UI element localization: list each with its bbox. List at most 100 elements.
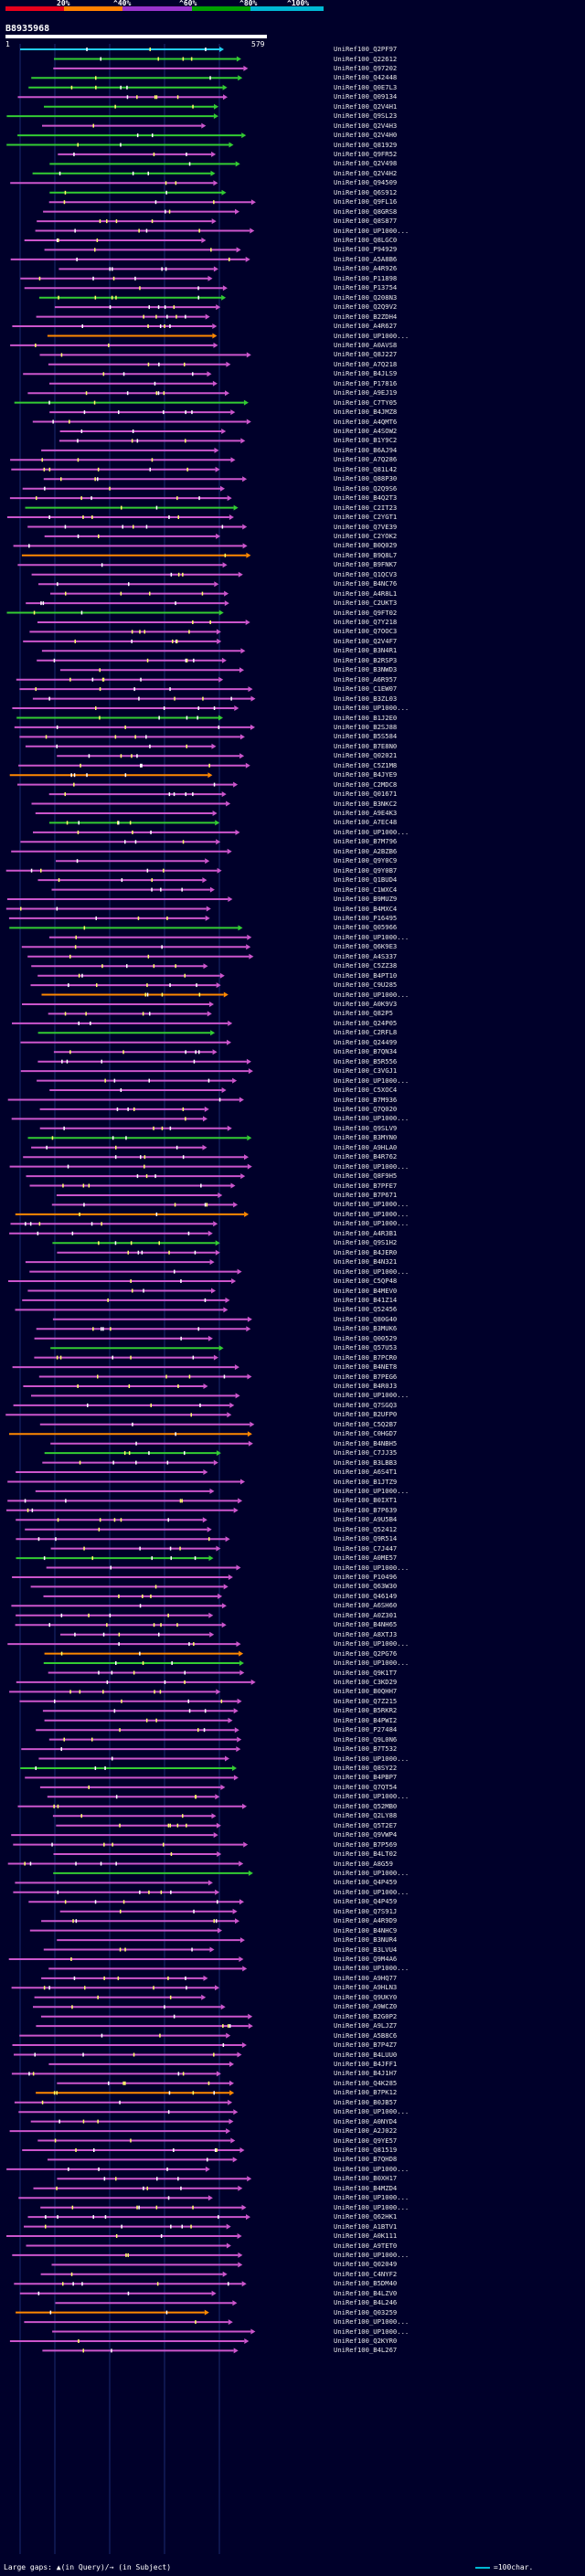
hit-id-link[interactable]: UniRef100_B4Q2T3 — [334, 493, 398, 503]
hit-id-link[interactable]: UniRef100_C9U285 — [334, 981, 398, 990]
hit-id-link[interactable]: UniRef100_Q81L42 — [334, 464, 398, 473]
hit-id-link[interactable]: UniRef100_Q9UKY0 — [334, 1992, 398, 2001]
hit-id-link[interactable]: UniRef100_B7T532 — [334, 1744, 398, 1754]
hit-id-link[interactable]: UniRef100_A5B8C6 — [334, 2030, 398, 2040]
hit-id-link[interactable]: UniRef100_Q9S1H2 — [334, 1238, 398, 1247]
hit-id-link[interactable]: UniRef100_B4JER0 — [334, 1247, 398, 1256]
hit-id-link[interactable]: UniRef100_Q2Q9S6 — [334, 483, 398, 493]
hit-id-link[interactable]: UniRef100_UP1000... — [334, 1219, 410, 1228]
hit-id-link[interactable]: UniRef100_B4N321 — [334, 1257, 398, 1267]
hit-id-link[interactable]: UniRef100_B7P639 — [334, 1505, 398, 1514]
hit-id-link[interactable]: UniRef100_B4MXC4 — [334, 904, 398, 913]
hit-id-link[interactable]: UniRef100_UP1000... — [334, 1200, 410, 1209]
hit-id-link[interactable]: UniRef100_A9HQ77 — [334, 1973, 398, 1982]
hit-id-link[interactable]: UniRef100_UP1000... — [334, 1964, 410, 1973]
hit-id-link[interactable]: UniRef100_B0XH17 — [334, 2174, 398, 2183]
hit-id-link[interactable]: UniRef100_B4J1H7 — [334, 2069, 398, 2078]
hit-id-link[interactable]: UniRef100_B1Y9C2 — [334, 436, 398, 445]
hit-id-link[interactable]: UniRef100_UP1000... — [334, 1563, 410, 1572]
hit-id-link[interactable]: UniRef100_B41Z14 — [334, 1295, 398, 1304]
hit-id-link[interactable]: UniRef100_UP1000... — [334, 1076, 410, 1085]
hit-id-link[interactable]: UniRef100_C1WXC4 — [334, 885, 398, 894]
hit-id-link[interactable]: UniRef100_B2ZDH4 — [334, 312, 398, 321]
hit-id-link[interactable]: UniRef100_Q57U53 — [334, 1343, 398, 1352]
hit-id-link[interactable]: UniRef100_Q7QT54 — [334, 1782, 398, 1791]
hit-id-link[interactable]: UniRef100_UP1000... — [334, 1114, 410, 1123]
hit-id-link[interactable]: UniRef100_P11898 — [334, 273, 398, 282]
hit-id-link[interactable]: UniRef100_B3N4R1 — [334, 646, 398, 655]
hit-id-link[interactable]: UniRef100_A0NYD4 — [334, 2116, 398, 2125]
hit-id-link[interactable]: UniRef100_B4LUU0 — [334, 2050, 398, 2059]
hit-id-link[interactable]: UniRef100_A0Z301 — [334, 1610, 398, 1619]
hit-id-link[interactable]: UniRef100_A4S337 — [334, 951, 398, 960]
hit-id-link[interactable]: UniRef100_A0ME57 — [334, 1553, 398, 1563]
hit-id-link[interactable]: UniRef100_B0Q029 — [334, 541, 398, 550]
hit-id-link[interactable]: UniRef100_C5QP48 — [334, 1277, 398, 1285]
hit-id-link[interactable]: UniRef100_Q02021 — [334, 751, 398, 760]
hit-id-link[interactable]: UniRef100_Q9Y0C9 — [334, 856, 398, 865]
hit-id-link[interactable]: UniRef100_Q24P05 — [334, 1018, 398, 1027]
hit-id-link[interactable]: UniRef100_A4R8L1 — [334, 588, 398, 598]
hit-id-link[interactable]: UniRef100_A1BTV1 — [334, 2221, 398, 2231]
hit-id-link[interactable]: UniRef100_Q2Q9V2 — [334, 302, 398, 312]
hit-id-link[interactable]: UniRef100_Q9SL23 — [334, 111, 398, 121]
hit-id-link[interactable]: UniRef100_C3KD29 — [334, 1677, 398, 1686]
hit-id-link[interactable]: UniRef100_B7PCR0 — [334, 1352, 398, 1362]
hit-id-link[interactable]: UniRef100_B5S584 — [334, 732, 398, 741]
hit-id-link[interactable]: UniRef100_B3ZL03 — [334, 694, 398, 703]
hit-id-link[interactable]: UniRef100_UP1000... — [334, 2164, 410, 2173]
hit-id-link[interactable]: UniRef100_Q2V498 — [334, 159, 398, 168]
hit-id-link[interactable]: UniRef100_Q9M4A6 — [334, 1955, 398, 1963]
hit-id-link[interactable]: UniRef100_A8XTJ3 — [334, 1629, 398, 1638]
hit-id-link[interactable]: UniRef100_B7P671 — [334, 1191, 398, 1199]
hit-id-link[interactable]: UniRef100_P27484 — [334, 1725, 398, 1734]
hit-id-link[interactable]: UniRef100_Q2LY88 — [334, 1811, 398, 1820]
hit-id-link[interactable]: UniRef100_A0AVS8 — [334, 340, 398, 349]
hit-id-link[interactable]: UniRef100_UP1000... — [334, 2107, 410, 2116]
hit-id-link[interactable]: UniRef100_Q208N3 — [334, 292, 398, 302]
hit-id-link[interactable]: UniRef100_B0JB57 — [334, 2097, 398, 2106]
hit-id-link[interactable]: UniRef100_Q4P459 — [334, 1878, 398, 1887]
hit-id-link[interactable]: UniRef100_B4NBH5 — [334, 1438, 398, 1447]
hit-id-link[interactable]: UniRef100_Q62HK1 — [334, 2212, 398, 2221]
hit-id-link[interactable]: UniRef100_A4SOW2 — [334, 427, 398, 435]
hit-id-link[interactable]: UniRef100_P13754 — [334, 283, 398, 292]
hit-id-link[interactable]: UniRef100_Q9YE57 — [334, 2136, 398, 2145]
hit-id-link[interactable]: UniRef100_B0QHH7 — [334, 1687, 398, 1696]
hit-id-link[interactable]: UniRef100_B4LZV0 — [334, 2288, 398, 2297]
hit-id-link[interactable]: UniRef100_Q8S877 — [334, 217, 398, 226]
hit-id-link[interactable]: UniRef100_Q94509 — [334, 178, 398, 187]
hit-id-link[interactable]: UniRef100_Q9FL16 — [334, 197, 398, 207]
hit-id-link[interactable]: UniRef100_C1EW07 — [334, 684, 398, 694]
hit-id-link[interactable]: UniRef100_A4R3B1 — [334, 1228, 398, 1237]
hit-id-link[interactable]: UniRef100_Q01671 — [334, 790, 398, 799]
hit-id-link[interactable]: UniRef100_Q0E7L3 — [334, 82, 398, 91]
hit-id-link[interactable]: UniRef100_B4JYE9 — [334, 770, 398, 779]
hit-id-link[interactable]: UniRef100_A4R9D9 — [334, 1916, 398, 1925]
hit-id-link[interactable]: UniRef100_Q80G40 — [334, 1314, 398, 1323]
hit-id-link[interactable]: UniRef100_B3LBB3 — [334, 1458, 398, 1467]
hit-id-link[interactable]: UniRef100_B4MZD4 — [334, 2183, 398, 2192]
hit-id-link[interactable]: UniRef100_C2YGT1 — [334, 513, 398, 521]
hit-id-link[interactable]: UniRef100_UP1000... — [334, 932, 410, 941]
hit-id-link[interactable]: UniRef100_B2RSP3 — [334, 655, 398, 664]
hit-id-link[interactable]: UniRef100_Q8GRS8 — [334, 207, 398, 216]
hit-id-link[interactable]: UniRef100_UP1000... — [334, 1792, 410, 1801]
hit-id-link[interactable]: UniRef100_Q8J227 — [334, 350, 398, 359]
hit-id-link[interactable]: UniRef100_A0K9V3 — [334, 1000, 398, 1008]
hit-id-link[interactable]: UniRef100_UP1000... — [334, 2317, 410, 2327]
hit-id-link[interactable]: UniRef100_Q2PF97 — [334, 45, 398, 53]
hit-id-link[interactable]: UniRef100_A7EC48 — [334, 818, 398, 827]
hit-id-link[interactable]: UniRef100_Q09134 — [334, 92, 398, 101]
hit-id-link[interactable]: UniRef100_Q2V4H0 — [334, 131, 398, 140]
hit-id-link[interactable]: UniRef100_A2BZB6 — [334, 846, 398, 855]
hit-id-link[interactable]: UniRef100_Q63W30 — [334, 1582, 398, 1591]
hit-id-link[interactable]: UniRef100_A6R957 — [334, 674, 398, 684]
hit-id-link[interactable]: UniRef100_C4NYF2 — [334, 2269, 398, 2278]
hit-id-link[interactable]: UniRef100_Q6K9E3 — [334, 942, 398, 951]
hit-id-link[interactable]: UniRef100_Q7SGQ3 — [334, 1400, 398, 1409]
hit-id-link[interactable]: UniRef100_C3VGJ1 — [334, 1066, 398, 1076]
hit-id-link[interactable]: UniRef100_Q9SLV9 — [334, 1123, 398, 1132]
hit-id-link[interactable]: UniRef100_Q7Z215 — [334, 1696, 398, 1705]
hit-id-link[interactable]: UniRef100_B7M936 — [334, 1095, 398, 1104]
